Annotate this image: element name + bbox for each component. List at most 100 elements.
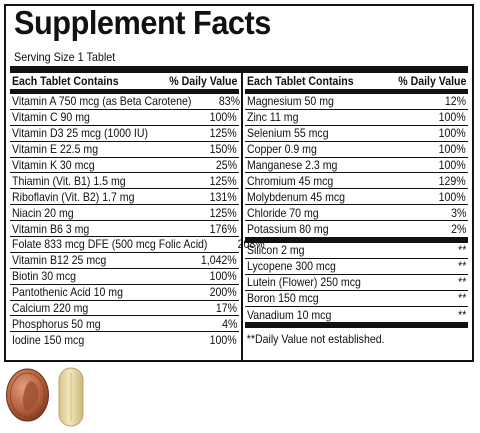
nutrient-daily-value: ** bbox=[457, 243, 466, 258]
nutrient-name: Lutein (Flower) 250 mcg bbox=[247, 275, 361, 290]
nutrient-daily-value: 100% bbox=[438, 142, 466, 157]
nutrient-row: Silicon 2 mg ** bbox=[245, 243, 468, 259]
right-other-ingredients-list: Silicon 2 mg ** Lycopene 300 mcg ** Lutein (… bbox=[245, 243, 468, 322]
nutrient-daily-value: 131% bbox=[209, 189, 237, 204]
header-daily-value: % Daily Value bbox=[168, 74, 237, 88]
right-nutrient-list: Magnesium 50 mg 12% Zinc 11 mg 100% Selenium… bbox=[245, 94, 468, 237]
panel-title: Supplement Facts bbox=[14, 4, 271, 41]
nutrient-daily-value: 150% bbox=[209, 142, 237, 157]
nutrient-daily-value: 100% bbox=[438, 110, 466, 125]
nutrient-row: Biotin 30 mcg 100% bbox=[10, 269, 239, 285]
nutrient-daily-value: ** bbox=[457, 307, 466, 322]
nutrient-row: Chloride 70 mg 3% bbox=[245, 205, 468, 222]
nutrient-row: Vitamin B6 3 mg 176% bbox=[10, 221, 239, 238]
section-rule bbox=[245, 322, 468, 329]
nutrient-name: Phosphorus 50 mg bbox=[12, 316, 101, 331]
nutrient-name: Molybdenum 45 mcg bbox=[247, 189, 346, 204]
nutrient-row: Folate 833 mcg DFE (500 mcg Folic Acid) 2… bbox=[10, 237, 265, 253]
nutrient-row: Vanadium 10 mcg ** bbox=[245, 307, 468, 323]
nutrient-name: Chloride 70 mg bbox=[247, 205, 319, 220]
nutrient-name: Vitamin A 750 mcg (as Beta Carotene) bbox=[12, 94, 192, 109]
serving-size: Serving Size 1 Tablet bbox=[14, 50, 116, 64]
header-daily-value: % Daily Value bbox=[397, 74, 466, 88]
nutrient-name: Manganese 2.3 mg bbox=[247, 158, 338, 172]
nutrient-name: Niacin 20 mg bbox=[12, 205, 74, 220]
top-rule bbox=[10, 66, 468, 73]
nutrient-name: Potassium 80 mg bbox=[247, 222, 329, 237]
nutrient-row: Vitamin B12 25 mcg 1,042% bbox=[10, 253, 239, 269]
nutrient-row: Zinc 11 mg 100% bbox=[245, 110, 468, 126]
nutrient-row: Lutein (Flower) 250 mcg ** bbox=[245, 275, 468, 291]
nutrient-name: Thiamin (Vit. B1) 1.5 mg bbox=[12, 173, 126, 188]
nutrient-daily-value: 25% bbox=[215, 158, 237, 172]
nutrient-daily-value: 125% bbox=[209, 126, 237, 141]
nutrient-name: Riboflavin (Vit. B2) 1.7 mg bbox=[12, 189, 135, 204]
nutrient-name: Magnesium 50 mg bbox=[247, 94, 334, 109]
nutrient-row: Calcium 220 mg 17% bbox=[10, 301, 239, 317]
nutrient-name: Vitamin K 30 mcg bbox=[12, 158, 95, 172]
nutrient-row: Copper 0.9 mg 100% bbox=[245, 142, 468, 158]
nutrient-row: Iodine 150 mcg 100% bbox=[10, 332, 239, 348]
nutrient-daily-value: 100% bbox=[438, 158, 466, 172]
nutrient-row: Manganese 2.3 mg 100% bbox=[245, 158, 468, 174]
nutrient-name: Boron 150 mcg bbox=[247, 291, 319, 306]
nutrient-daily-value: 100% bbox=[438, 189, 466, 204]
left-column-header: Each Tablet Contains % Daily Value bbox=[10, 73, 239, 94]
nutrient-name: Biotin 30 mcg bbox=[12, 269, 76, 284]
nutrient-daily-value: 129% bbox=[438, 173, 466, 188]
nutrient-row: Molybdenum 45 mcg 100% bbox=[245, 189, 468, 206]
nutrient-daily-value: ** bbox=[457, 259, 466, 274]
nutrient-name: Zinc 11 mg bbox=[247, 110, 299, 125]
nutrient-daily-value: 100% bbox=[209, 333, 237, 348]
nutrient-row: Vitamin D3 25 mcg (1000 IU) 125% bbox=[10, 126, 239, 142]
nutrient-daily-value: 100% bbox=[438, 126, 466, 141]
nutrient-name: Vitamin E 22.5 mg bbox=[12, 142, 99, 157]
nutrient-name: Pantothenic Acid 10 mg bbox=[12, 285, 123, 300]
nutrient-daily-value: 2% bbox=[450, 222, 466, 237]
section-rule bbox=[245, 237, 468, 244]
nutrient-name: Calcium 220 mg bbox=[12, 301, 89, 316]
nutrient-daily-value: 125% bbox=[209, 205, 237, 220]
supplement-facts-panel: Supplement Facts Serving Size 1 Tablet E… bbox=[4, 4, 474, 362]
nutrient-daily-value: 83% bbox=[218, 94, 240, 109]
left-column: Each Tablet Contains % Daily Value Vitam… bbox=[10, 73, 265, 348]
nutrient-daily-value: 100% bbox=[209, 110, 237, 125]
nutrient-row: Magnesium 50 mg 12% bbox=[245, 94, 468, 110]
column-divider bbox=[241, 73, 243, 360]
nutrient-name: Vitamin D3 25 mcg (1000 IU) bbox=[12, 126, 148, 141]
nutrient-daily-value: 12% bbox=[444, 94, 466, 109]
nutrient-daily-value: 3% bbox=[450, 205, 466, 220]
nutrient-name: Vitamin B6 3 mg bbox=[12, 221, 90, 236]
right-column: Each Tablet Contains % Daily Value Magne… bbox=[245, 73, 468, 350]
nutrient-daily-value: ** bbox=[457, 275, 466, 290]
nutrient-name: Vitamin C 90 mg bbox=[12, 110, 90, 125]
nutrient-daily-value: 17% bbox=[215, 301, 237, 316]
nutrient-daily-value: 125% bbox=[209, 173, 237, 188]
penny-coin-image bbox=[6, 368, 49, 422]
nutrient-daily-value: 1,042% bbox=[201, 253, 237, 268]
nutrient-row: Selenium 55 mcg 100% bbox=[245, 126, 468, 142]
nutrient-row: Riboflavin (Vit. B2) 1.7 mg 131% bbox=[10, 189, 239, 206]
nutrient-name: Folate 833 mcg DFE (500 mcg Folic Acid) bbox=[12, 237, 208, 252]
nutrient-name: Lycopene 300 mcg bbox=[247, 259, 336, 274]
nutrient-name: Copper 0.9 mg bbox=[247, 142, 317, 157]
nutrient-name: Chromium 45 mcg bbox=[247, 173, 334, 188]
nutrient-row: Vitamin A 750 mcg (as Beta Carotene) 83% bbox=[10, 94, 240, 110]
nutrient-row: Vitamin C 90 mg 100% bbox=[10, 110, 239, 126]
right-column-header: Each Tablet Contains % Daily Value bbox=[245, 73, 468, 94]
header-contains: Each Tablet Contains bbox=[247, 74, 354, 88]
nutrient-name: Vitamin B12 25 mcg bbox=[12, 253, 107, 268]
footnote: **Daily Value not established. bbox=[246, 332, 385, 347]
nutrient-name: Vanadium 10 mcg bbox=[247, 307, 332, 322]
nutrient-row: Lycopene 300 mcg ** bbox=[245, 259, 468, 275]
nutrient-name: Selenium 55 mcg bbox=[247, 126, 329, 141]
nutrient-daily-value: 176% bbox=[209, 221, 237, 236]
nutrient-daily-value: 100% bbox=[209, 269, 237, 284]
nutrient-row: Thiamin (Vit. B1) 1.5 mg 125% bbox=[10, 173, 239, 190]
nutrient-name: Iodine 150 mcg bbox=[12, 333, 85, 348]
nutrient-row: Vitamin K 30 mcg 25% bbox=[10, 158, 239, 174]
nutrient-row: Vitamin E 22.5 mg 150% bbox=[10, 142, 239, 158]
nutrient-row: Pantothenic Acid 10 mg 200% bbox=[10, 285, 239, 301]
nutrient-row: Niacin 20 mg 125% bbox=[10, 205, 239, 222]
header-contains: Each Tablet Contains bbox=[12, 74, 119, 88]
